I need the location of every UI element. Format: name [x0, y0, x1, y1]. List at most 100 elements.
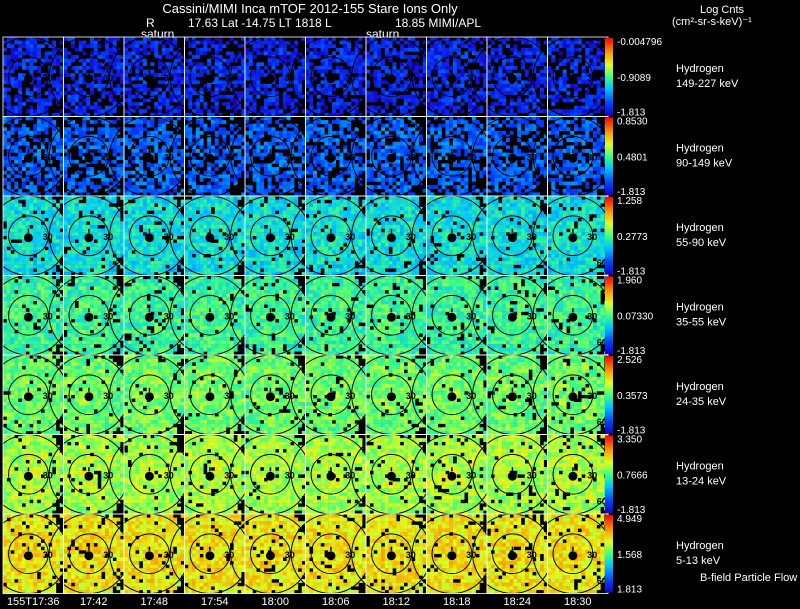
heatmap-cell: [328, 88, 332, 92]
heatmap-cell: [506, 145, 510, 149]
heatmap-cell: [82, 178, 86, 182]
heatmap-cell: [101, 55, 105, 59]
heatmap-cell: [498, 55, 502, 59]
heatmap-cell: [434, 149, 438, 153]
heatmap-cell: [22, 66, 26, 70]
heatmap-cell: [283, 98, 287, 102]
heatmap-cell: [449, 124, 453, 128]
heatmap-cell: [525, 178, 529, 182]
heatmap-cell: [415, 48, 419, 52]
ring-label: 30: [43, 232, 53, 242]
heatmap-cell: [381, 153, 385, 157]
heatmap-cell: [491, 91, 495, 95]
heatmap-cell: [22, 265, 26, 269]
heatmap-cell: [48, 261, 52, 265]
heatmap-cell: [29, 109, 33, 113]
heatmap-cell: [498, 66, 502, 70]
heatmap-cell: [392, 124, 396, 128]
heatmap-cell: [177, 55, 181, 59]
heatmap-cell: [563, 44, 567, 48]
heatmap-cell: [593, 174, 597, 178]
heatmap-cell: [33, 243, 37, 247]
heatmap-cell: [491, 178, 495, 182]
heatmap-cell: [234, 109, 238, 113]
heatmap-cell: [513, 167, 517, 171]
heatmap-cell: [79, 243, 83, 247]
heatmap-cell: [597, 109, 601, 113]
heatmap-cell: [287, 51, 291, 55]
heatmap-cell: [124, 70, 128, 74]
heatmap-cell: [408, 95, 412, 99]
heatmap-cell: [449, 117, 453, 121]
heatmap-cell: [37, 51, 41, 55]
saturn-marker: [266, 74, 275, 83]
heatmap-cell: [14, 174, 18, 178]
heatmap-cell: [26, 185, 30, 189]
heatmap-cell: [510, 102, 514, 106]
heatmap-cell: [226, 51, 230, 55]
heatmap-cell: [207, 167, 211, 171]
heatmap-cell: [275, 70, 279, 74]
heatmap-cell: [385, 41, 389, 45]
heatmap-cell: [124, 73, 128, 77]
heatmap-cell: [498, 160, 502, 164]
heatmap-cell: [536, 117, 540, 121]
heatmap-cell: [461, 120, 465, 124]
heatmap-cell: [377, 95, 381, 99]
heatmap-cell: [377, 73, 381, 77]
heatmap-cell: [150, 185, 154, 189]
heatmap-cell: [253, 44, 257, 48]
heatmap-cell: [185, 66, 189, 70]
heatmap-cell: [29, 131, 33, 135]
heatmap-cell: [116, 145, 120, 149]
heatmap-cell: [37, 106, 41, 110]
heatmap-cell: [551, 185, 555, 189]
heatmap-cell: [135, 95, 139, 99]
heatmap-cell: [211, 189, 215, 193]
heatmap-cell: [105, 48, 109, 52]
heatmap-cell: [132, 171, 136, 175]
heatmap-cell: [162, 44, 166, 48]
heatmap-cell: [351, 182, 355, 186]
ring-label: 30: [587, 73, 597, 83]
heatmap-cell: [158, 66, 162, 70]
heatmap-cell: [377, 62, 381, 66]
heatmap-cell: [200, 88, 204, 92]
heatmap-cell: [366, 117, 370, 121]
heatmap-cell: [374, 138, 378, 142]
heatmap-cell: [317, 55, 321, 59]
heatmap-cell: [392, 178, 396, 182]
heatmap-cell: [264, 171, 268, 175]
heatmap-cell: [321, 44, 325, 48]
heatmap-cell: [150, 62, 154, 66]
heatmap-cell: [442, 149, 446, 153]
heatmap-cell: [385, 171, 389, 175]
heatmap-cell: [540, 163, 544, 167]
heatmap-cell: [143, 120, 147, 124]
heatmap-cell: [158, 102, 162, 106]
heatmap-cell: [173, 109, 177, 113]
heatmap-cell: [309, 62, 313, 66]
heatmap-cell: [476, 120, 480, 124]
heatmap-cell: [525, 124, 529, 128]
heatmap-cell: [389, 171, 393, 175]
heatmap-cell: [124, 127, 128, 131]
heatmap-cell: [317, 41, 321, 45]
heatmap-cell: [11, 131, 15, 135]
heatmap-cell: [400, 185, 404, 189]
heatmap-cell: [442, 142, 446, 146]
heatmap-cell: [578, 138, 582, 142]
heatmap-cell: [79, 153, 83, 157]
heatmap-cell: [22, 62, 26, 66]
heatmap-cell: [86, 117, 90, 121]
heatmap-cell: [256, 174, 260, 178]
heatmap-cell: [154, 73, 158, 77]
heatmap-cell: [215, 120, 219, 124]
heatmap-cell: [64, 257, 68, 261]
heatmap-cell: [67, 62, 71, 66]
heatmap-cell: [177, 142, 181, 146]
heatmap-cell: [578, 98, 582, 102]
heatmap-cell: [71, 232, 75, 236]
heatmap-cell: [317, 51, 321, 55]
heatmap-cell: [245, 91, 249, 95]
